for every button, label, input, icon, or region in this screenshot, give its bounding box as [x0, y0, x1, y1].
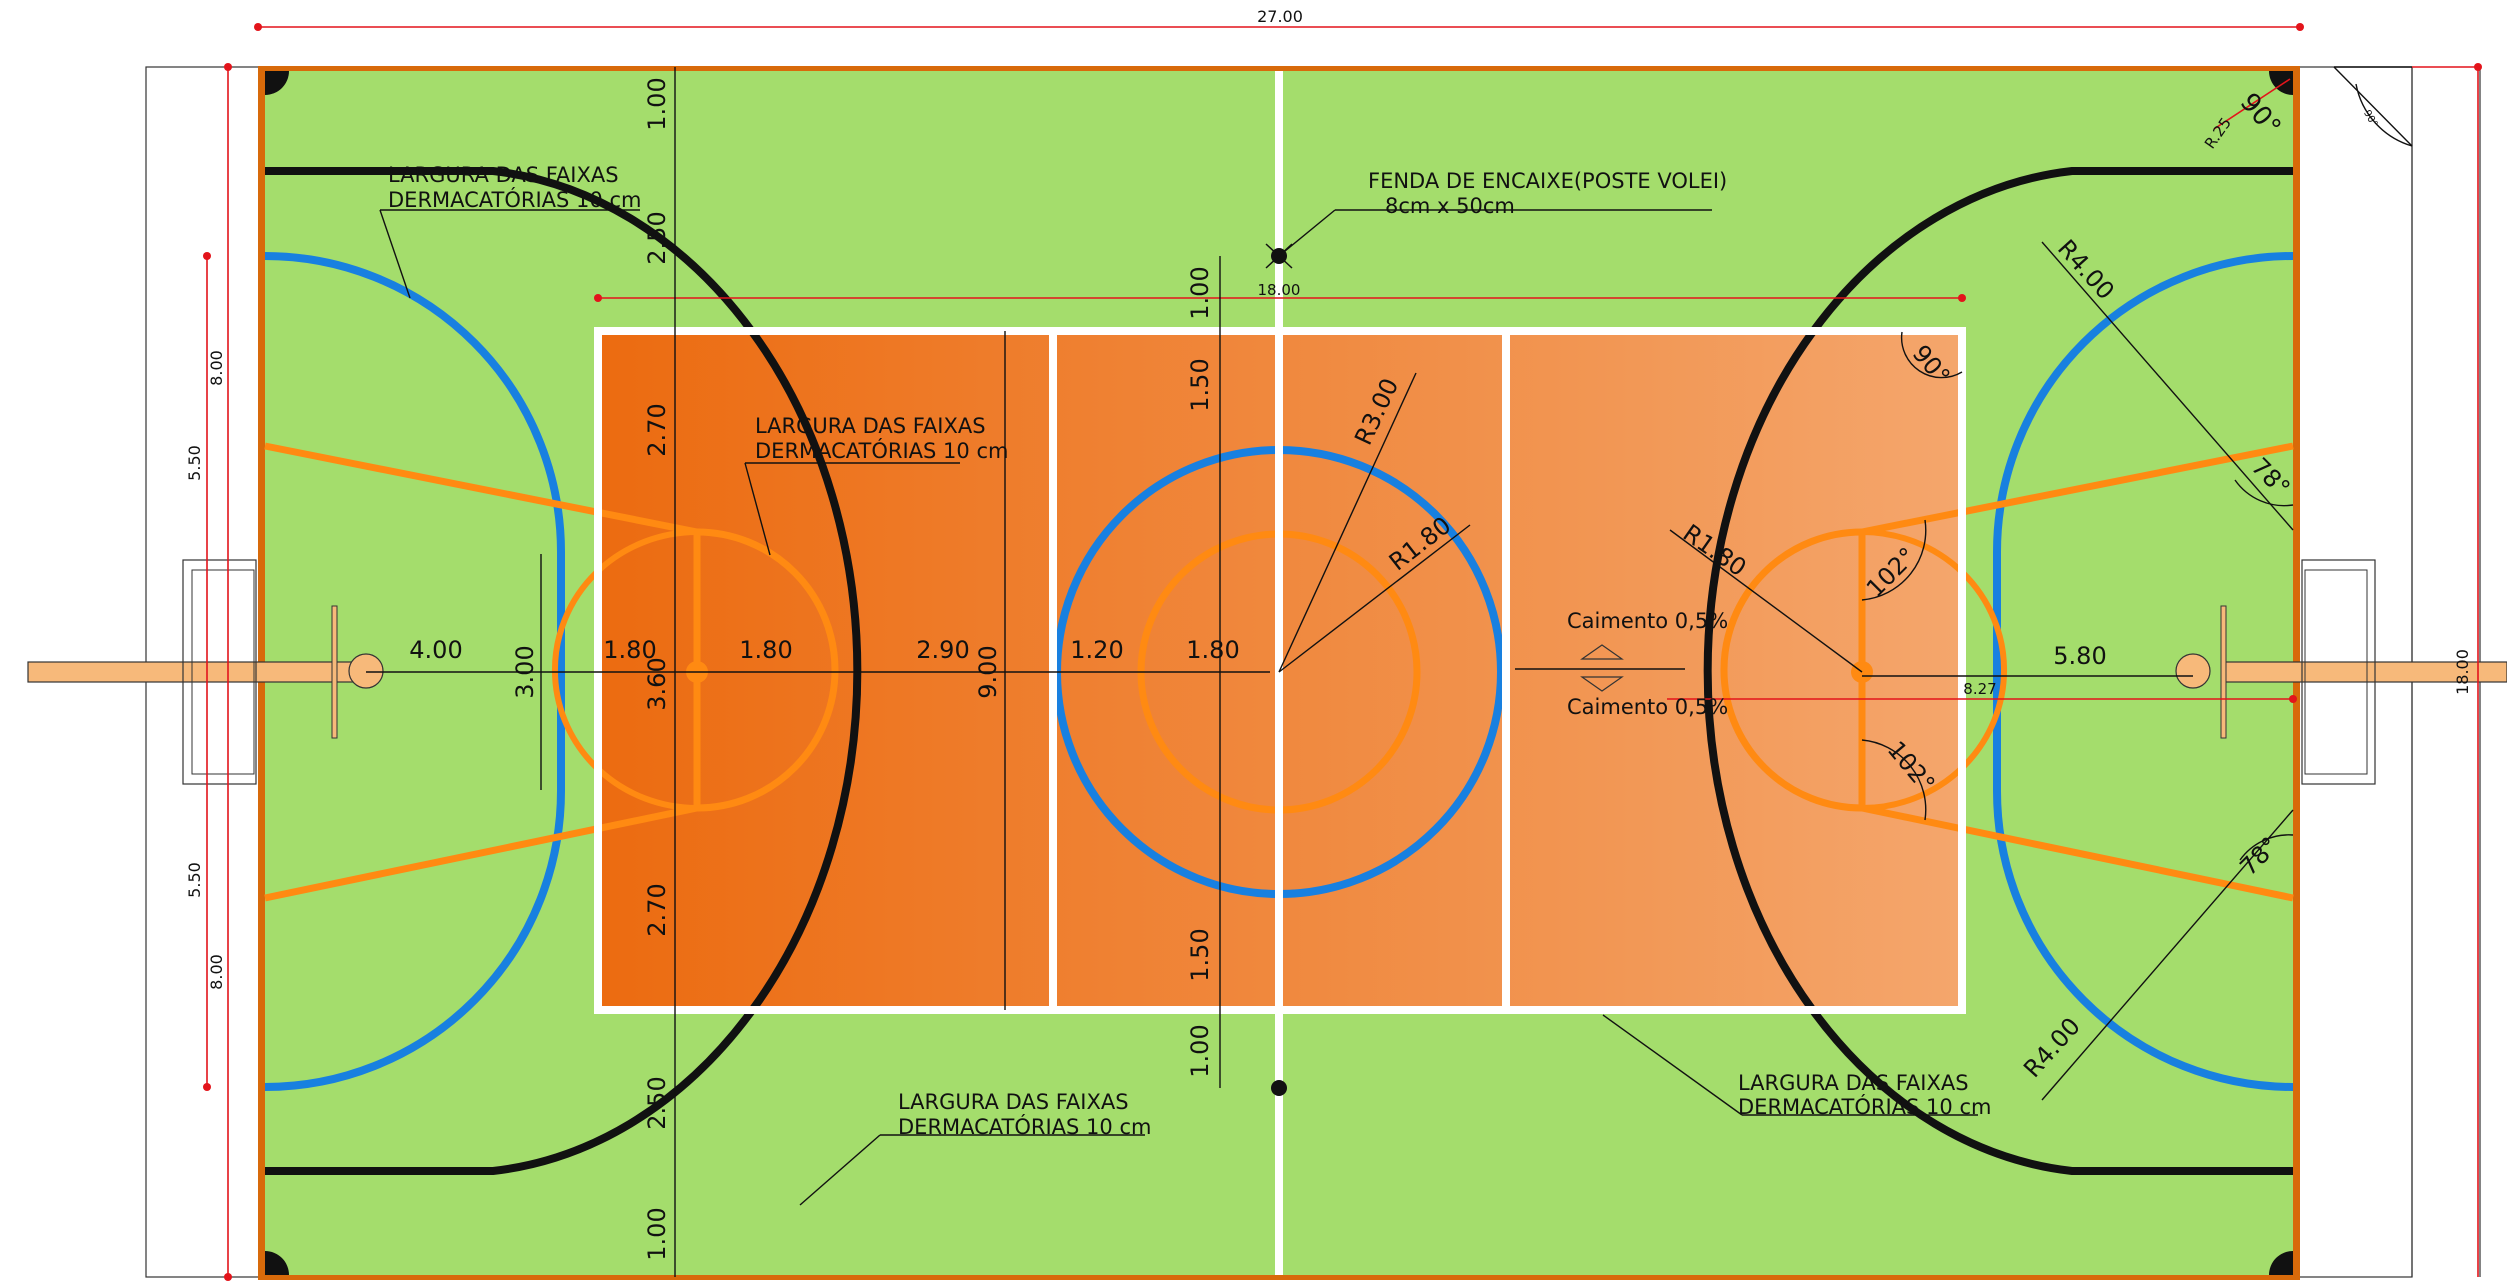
dim-4-00: 4.00 — [409, 636, 462, 664]
angle-90-small: 90° — [2361, 108, 2379, 129]
slope-top-label: Caimento 0,5% — [1567, 609, 1728, 633]
dim-1-00-bottom: 1.00 — [643, 1207, 671, 1260]
right-black-arc — [1703, 167, 2293, 1175]
dim-3-60: 3.60 — [643, 657, 671, 710]
dim-2-50-bottom: 2.50 — [643, 1076, 671, 1129]
overall-length-label: 27.00 — [1257, 7, 1303, 26]
dim-1-00-top: 1.00 — [643, 77, 671, 130]
dim-1-00-center-top: 1.00 — [1186, 266, 1214, 319]
stripe-label-top-l2: DERMACATÓRIAS 10 cm — [388, 187, 641, 212]
stripe-label-right-l2: DERMACATÓRIAS 10 cm — [1738, 1094, 1991, 1119]
left-goal — [182, 559, 257, 785]
dim-2-90: 2.90 — [916, 636, 969, 664]
left-goal-area — [264, 252, 566, 1091]
post-bottom — [1271, 1080, 1287, 1096]
slope-bottom-label: Caimento 0,5% — [1567, 695, 1728, 719]
dim-1-20: 1.20 — [1070, 636, 1123, 664]
sideband-bottom-label: 5.50 — [185, 862, 204, 898]
slot-label-l1: FENDA DE ENCAIXE(POSTE VOLEI) — [1368, 169, 1727, 193]
dim-1-80-b: 1.80 — [739, 636, 792, 664]
dim-1-50-center-top: 1.50 — [1186, 358, 1214, 411]
stripe-label-mid-l2: DERMACATÓRIAS 10 cm — [755, 438, 1008, 463]
right-goal-area — [1992, 252, 2294, 1091]
dim-2-70-bottom: 2.70 — [643, 883, 671, 936]
dim-5-80: 5.80 — [2053, 642, 2106, 670]
dim-8-top: 8.00 — [207, 350, 226, 386]
right-goal — [2301, 559, 2376, 785]
stripe-label-top-l1: LARGURA DAS FAIXAS — [388, 163, 619, 187]
dim-2-50-top: 2.50 — [643, 211, 671, 264]
dim-8-bottom: 8.00 — [207, 954, 226, 990]
stripe-label-mid-l1: LARGURA DAS FAIXAS — [755, 414, 986, 438]
stripe-label-bottom-l1: LARGURA DAS FAIXAS — [898, 1090, 1129, 1114]
overall-width-label: 18.00 — [2453, 649, 2472, 695]
post-distance-label: 18.00 — [1258, 281, 1301, 299]
dim-9-00: 9.00 — [974, 645, 1002, 698]
dim-3-00: 3.00 — [511, 645, 539, 698]
dim-8-27: 8.27 — [1963, 680, 1996, 698]
dim-1-00-center-bottom: 1.00 — [1186, 1024, 1214, 1077]
stripe-label-right-l1: LARGURA DAS FAIXAS — [1738, 1071, 1969, 1095]
slot-label-l2: 8cm x 50cm — [1385, 194, 1515, 218]
left-black-arc — [265, 167, 862, 1175]
dim-1-50-center-bottom: 1.50 — [1186, 928, 1214, 981]
dim-2-70-top: 2.70 — [643, 403, 671, 456]
dim-1-80-a: 1.80 — [603, 636, 656, 664]
dim-1-80-c: 1.80 — [1186, 636, 1239, 664]
sideband-top-label: 5.50 — [185, 445, 204, 481]
stripe-label-bottom-l2: DERMACATÓRIAS 10 cm — [898, 1114, 1151, 1139]
